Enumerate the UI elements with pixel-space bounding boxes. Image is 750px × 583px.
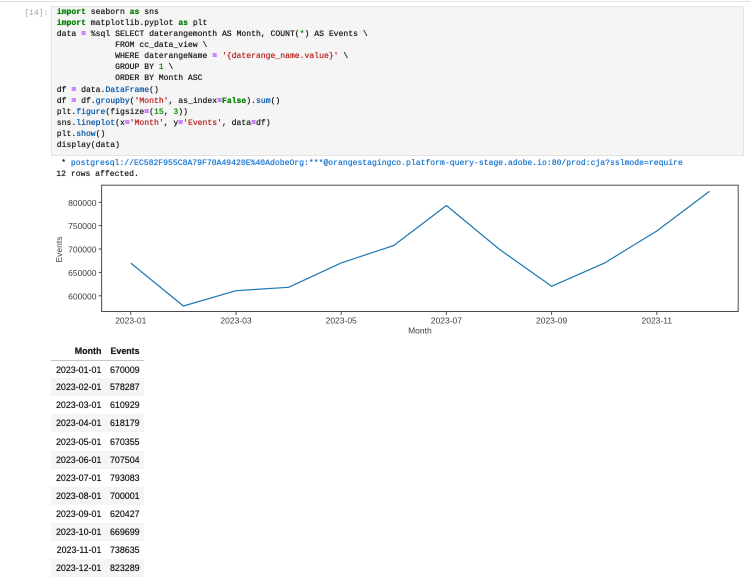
svg-text:750000: 750000	[68, 221, 97, 231]
svg-text:2023-11: 2023-11	[642, 315, 673, 325]
svg-text:600000: 600000	[68, 291, 97, 301]
svg-text:2023-01: 2023-01	[115, 315, 146, 325]
svg-text:2023-07: 2023-07	[431, 315, 462, 325]
svg-text:700000: 700000	[68, 245, 97, 255]
svg-text:Events: Events	[54, 237, 64, 263]
svg-text:800000: 800000	[68, 198, 97, 208]
svg-text:2023-03: 2023-03	[220, 315, 251, 325]
svg-text:2023-09: 2023-09	[536, 315, 567, 325]
svg-text:Month: Month	[408, 325, 432, 335]
svg-text:2023-05: 2023-05	[326, 315, 357, 325]
svg-text:650000: 650000	[68, 268, 97, 278]
